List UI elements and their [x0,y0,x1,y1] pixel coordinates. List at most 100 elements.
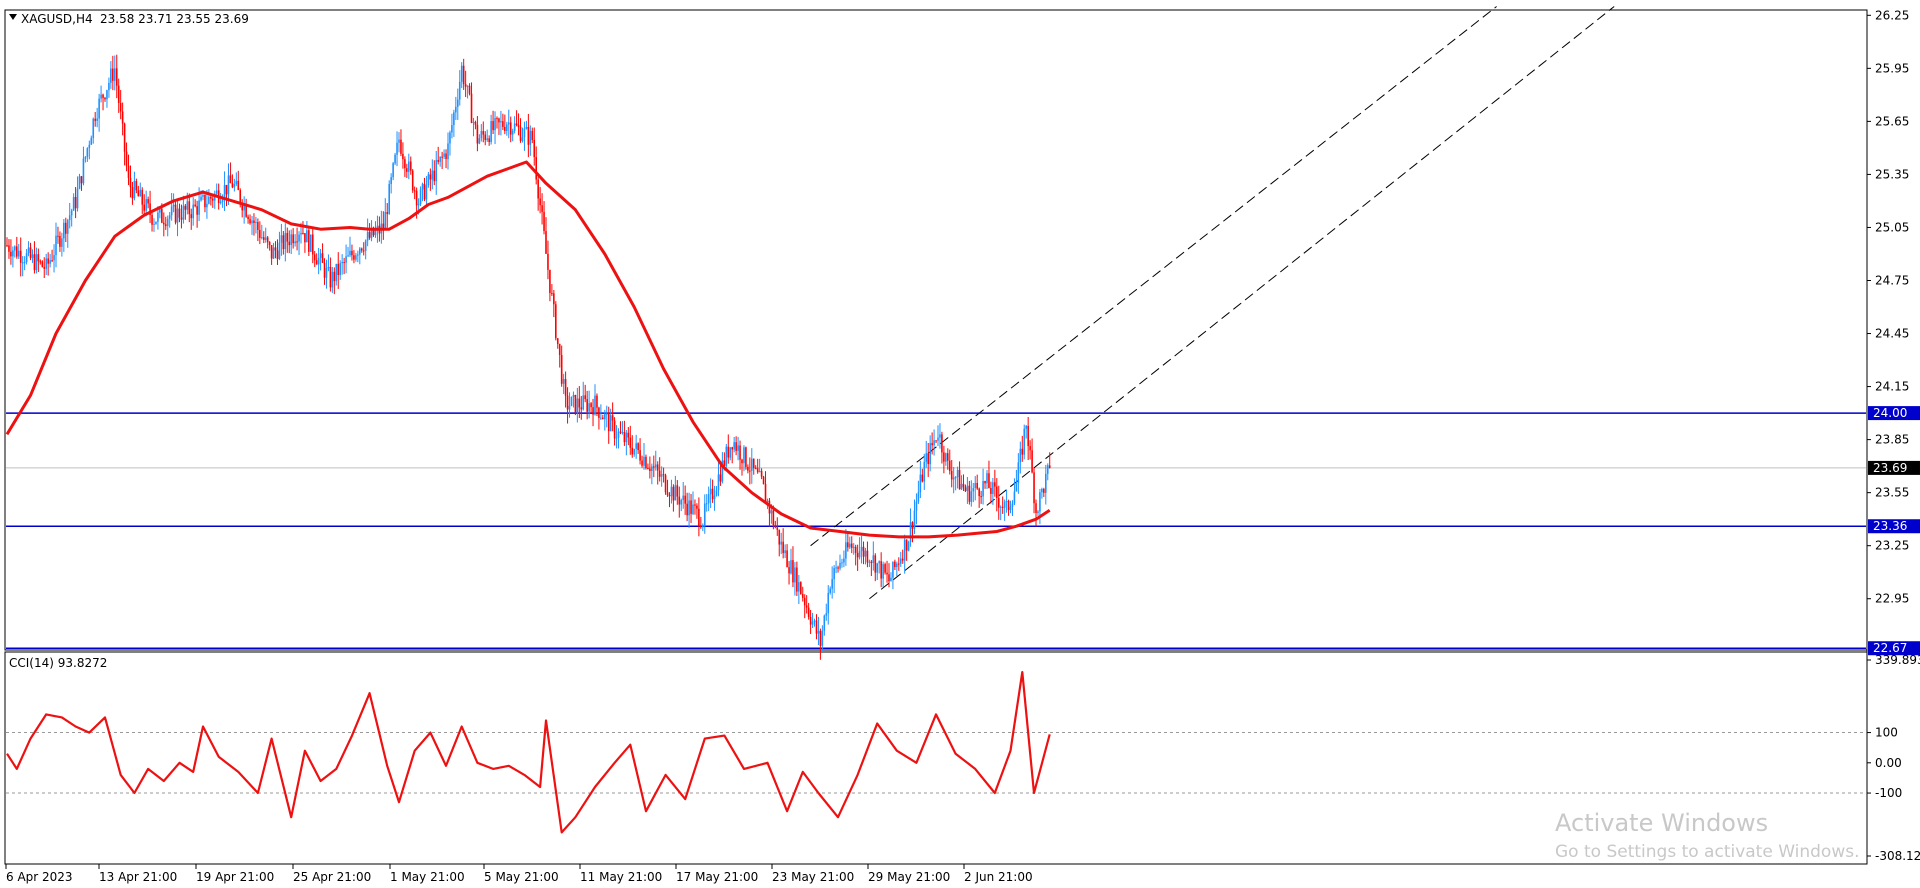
candle-body [558,343,561,356]
candle-body [737,445,739,451]
candle-body [672,486,675,501]
candle-body [280,235,283,243]
candle-body [574,394,577,413]
candle-body [921,474,924,482]
candle-body [343,262,345,264]
candle-body [670,486,673,497]
candle-body [800,582,802,594]
candle-body [415,190,418,206]
candle-body [257,222,259,230]
candle-body [531,130,534,140]
candle-body [308,230,310,252]
candle-body [821,630,824,646]
candle-body [225,184,228,195]
candle-body [268,242,271,245]
candle-body [184,205,187,210]
candle-body [360,248,363,251]
candle-body [784,550,786,554]
candle-body [1045,473,1047,493]
candle-body [999,506,1002,508]
candle-body [739,445,741,460]
candle-body [837,567,839,569]
candle-body [35,254,38,271]
candle-body [515,123,518,126]
candle-body [553,293,555,305]
candle-body [835,567,837,569]
candle-body [917,492,920,502]
y-tick-label: 25.35 [1875,167,1909,181]
candle-body [400,139,402,154]
channel-lines [810,6,1615,600]
candle-body [976,482,978,489]
candle-body [168,215,171,219]
candle-body [729,447,732,458]
candles-layer [6,54,1051,660]
candle-body [941,434,943,453]
candle-body [239,190,242,203]
candle-body [227,175,230,195]
candle-body [758,470,761,473]
candle-body [578,398,581,408]
collapse-triangle-icon[interactable] [9,14,17,20]
x-tick-label: 2 Jun 21:00 [964,870,1033,884]
candle-body [427,174,430,186]
candle-body [711,488,714,500]
candle-body [694,504,696,506]
candle-body [780,541,782,545]
candle-body [264,237,267,240]
candle-body [270,244,273,259]
candle-body [651,466,653,472]
candle-body [772,510,775,526]
candle-body [876,563,879,573]
candle-body [827,592,830,614]
candle-body [533,139,536,158]
candle-body [631,447,634,455]
candle-body [127,165,130,178]
candle-body [372,227,375,236]
candle-body [692,504,694,514]
candle-body [12,250,14,257]
candle-body [915,501,918,511]
candle-body [159,208,161,213]
candle-body [660,474,663,477]
candle-body [147,199,149,204]
candle-body [754,467,757,469]
candle-body [98,98,100,119]
candle-body [45,258,47,269]
candle-body [629,437,632,448]
candle-body [647,467,649,469]
candle-body [919,474,922,493]
candle-body [243,203,245,211]
candle-body [801,593,804,598]
candle-body [325,267,328,278]
candle-body [504,126,506,132]
candle-body [276,250,279,259]
candle-body [611,415,614,421]
candle-body [382,223,385,230]
level-price-tag-label: 24.00 [1873,406,1907,420]
candle-body [705,503,708,505]
candle-body [435,159,438,182]
candle-body [284,232,287,250]
x-tick-label: 17 May 21:00 [676,870,758,884]
candle-body [870,561,873,563]
candle-body [455,106,457,113]
candle-body [911,522,914,529]
candle-body [884,564,886,573]
activate-windows-title: Activate Windows [1555,809,1768,837]
candle-body [460,65,463,82]
candle-body [643,456,645,466]
candle-body [335,263,338,282]
candle-body [586,399,588,412]
candle-body [96,118,98,121]
candle-body [715,490,718,496]
candle-body [141,189,144,205]
candle-body [639,450,641,461]
candle-body [551,293,553,295]
candle-body [129,177,132,188]
candle-body [562,379,565,384]
candle-body [792,560,794,583]
candle-body [653,466,655,468]
candle-body [766,500,769,503]
